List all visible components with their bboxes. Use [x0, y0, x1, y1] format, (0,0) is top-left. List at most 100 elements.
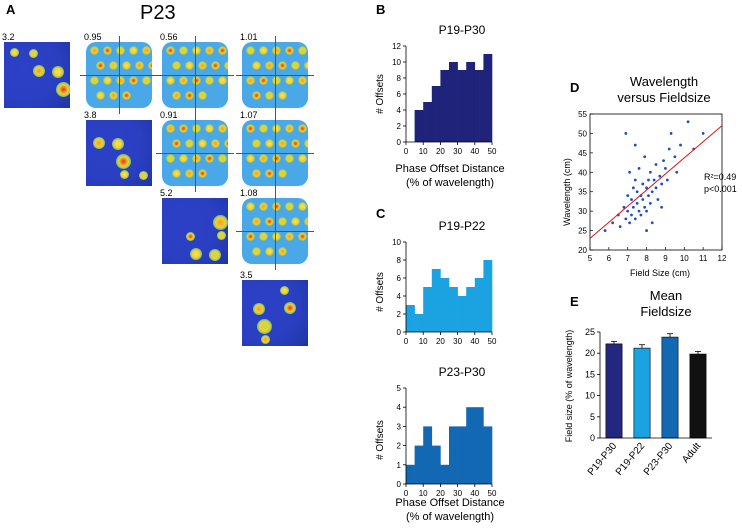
map-label: 1.01: [240, 32, 258, 42]
d-point: [628, 170, 631, 174]
panel-b-xlabel2: (% of wavelength): [406, 177, 494, 189]
panel-e-ylabel: Field size (% of wavelength): [564, 330, 574, 443]
d-point: [648, 170, 652, 174]
cbot-ytick-label: 4: [397, 403, 402, 412]
d-ytick-label: 30: [578, 207, 587, 216]
b-bar: [444, 70, 450, 142]
cbot-ytick-label: 5: [397, 384, 402, 393]
d-point: [665, 178, 669, 182]
cbot-bar: [483, 426, 493, 484]
cbot-xtick-label: 40: [470, 489, 479, 498]
d-point: [633, 143, 637, 147]
d-xtick-label: 9: [663, 254, 668, 263]
d-point: [664, 167, 667, 170]
b-bar: [431, 86, 437, 142]
d-point: [701, 132, 705, 135]
panel-d-chart: Wavelength versus Fieldsize 20 25 30 35 40 45…: [562, 74, 737, 278]
d-point: [654, 186, 658, 190]
cbot-bar: [431, 445, 441, 484]
d-ytick-label: 20: [578, 246, 587, 255]
d-point: [673, 155, 677, 159]
d-point: [641, 198, 645, 201]
d-point: [611, 221, 615, 225]
b-xtick-label: 0: [404, 147, 409, 156]
cbot-xtick-label: 10: [419, 489, 428, 498]
panel-d-ylabel: Wavelength (cm): [562, 158, 572, 226]
ctop-ytick-label: 6: [397, 274, 402, 283]
d-ytick-label: 40: [578, 168, 587, 177]
crosshair-v: [119, 36, 120, 114]
panel-e-title2: Fieldsize: [640, 304, 691, 319]
d-xtick-label: 11: [699, 254, 708, 263]
d-frame: [589, 113, 723, 251]
d-ytick-label: 25: [578, 227, 587, 236]
d-xtick-label: 8: [644, 254, 649, 263]
d-point: [626, 209, 630, 213]
cbot-bar: [457, 426, 467, 484]
e-category-label: P23-P30: [642, 441, 676, 478]
d-xtick-label: 12: [718, 254, 727, 263]
panel-c-top-ylabel: # Offsets: [375, 272, 386, 312]
b-bar: [418, 110, 424, 142]
cbot-bar: [406, 464, 415, 484]
b-xtick-label: 40: [470, 147, 479, 156]
d-point: [650, 221, 654, 225]
ctop-bar: [466, 287, 476, 332]
d-point: [633, 217, 637, 221]
d-xtick-label: 10: [680, 254, 689, 263]
ctop-bar: [449, 287, 458, 332]
d-point: [648, 201, 652, 205]
ctop-bar: [440, 278, 450, 332]
d-point: [675, 170, 679, 174]
map-label: 3.8: [84, 110, 97, 120]
panel-d-annotation-p: p<0.001: [704, 184, 737, 194]
d-point: [631, 186, 635, 190]
ctop-bar: [414, 314, 424, 332]
d-point: [630, 198, 633, 201]
e-ytick-label: 15: [585, 369, 595, 379]
cbot-bar: [449, 426, 458, 484]
crosshair-v: [195, 36, 196, 114]
rate-map: [4, 42, 70, 108]
cbot-bar: [440, 464, 450, 484]
ctop-bar: [423, 287, 433, 332]
panel-b-chart: P19-P30 0 2 4 6 8 10 12 0 10 20 30 40 50 # Offsets P…: [375, 23, 505, 189]
panel-c-bottom-xlabel: Phase Offset Distance: [395, 497, 504, 509]
b-bar: [479, 70, 484, 142]
d-ytick-label: 45: [578, 149, 587, 158]
b-bar: [466, 62, 471, 142]
cbot-ytick-label: 3: [397, 422, 402, 431]
b-ytick-label: 10: [392, 58, 401, 67]
e-category-label: Adult: [680, 441, 703, 466]
panel-c-top-chart: P19-P22 0 2 4 6 8 10 0 10 20 30 40 50 # Offsets: [375, 219, 497, 346]
cbot-ytick-label: 2: [397, 442, 402, 451]
map-label: 0.56: [160, 32, 178, 42]
panel-b-title: P19-P30: [439, 23, 486, 37]
b-xtick-label: 20: [436, 147, 445, 156]
e-bar: [605, 343, 623, 439]
b-xtick-label: 50: [488, 147, 497, 156]
d-point: [635, 201, 639, 205]
ctop-xtick-label: 10: [419, 337, 428, 346]
map-label: 0.95: [84, 32, 102, 42]
panel-b-xlabel: Phase Offset Distance: [395, 163, 504, 175]
b-bar: [449, 62, 454, 142]
panel-e-title1: Mean: [650, 288, 683, 303]
d-point: [650, 190, 654, 194]
ctop-xtick-label: 50: [488, 337, 497, 346]
map-label: 1.08: [240, 188, 258, 198]
map-label: 5.2: [160, 188, 173, 198]
ctop-ytick-label: 10: [392, 238, 401, 247]
panel-c-top-plot: 0 2 4 6 8 10 0 10 20 30 40 50: [392, 238, 497, 346]
ctop-bar: [457, 296, 467, 332]
crosshair-v: [275, 192, 276, 270]
ctop-ytick-label: 2: [397, 310, 402, 319]
crosshair-v: [195, 114, 196, 192]
e-bar: [689, 353, 707, 439]
panel-d-annotation-r2: R²=0.49: [704, 172, 736, 182]
d-point: [631, 205, 635, 209]
d-point: [658, 174, 662, 178]
b-ytick-label: 4: [397, 106, 402, 115]
